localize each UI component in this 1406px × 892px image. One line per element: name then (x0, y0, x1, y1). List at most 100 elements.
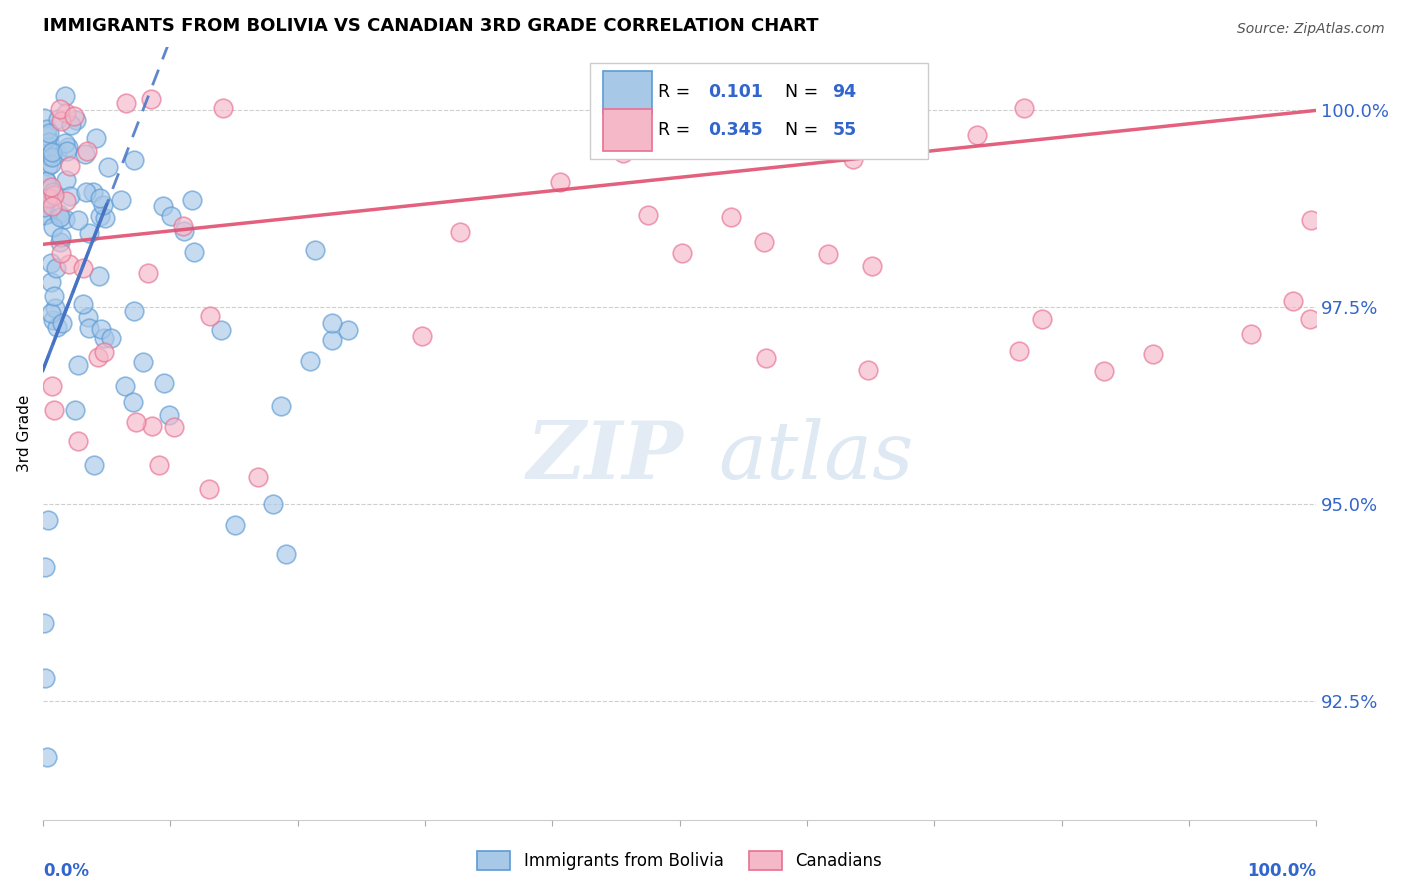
Point (200, 309, 222, 323)
Point (1301, 213, 1323, 227)
Point (38, 181, 60, 195)
Point (152, 199, 174, 213)
Point (1299, 311, 1322, 326)
Point (44, 260, 66, 275)
Point (77, 320, 100, 334)
Point (39, 256, 62, 270)
Point (148, 458, 170, 472)
Point (172, 219, 194, 234)
Text: 0.345: 0.345 (707, 121, 762, 139)
Point (51, 316, 73, 330)
Point (299, 353, 322, 368)
Point (83, 458, 105, 472)
Point (37, 191, 59, 205)
Point (42, 313, 65, 327)
Point (67, 358, 90, 372)
Text: 100.0%: 100.0% (1247, 862, 1316, 880)
Point (856, 363, 879, 377)
Point (48, 207, 70, 221)
Point (159, 209, 181, 223)
Point (720, 211, 742, 225)
Text: 55: 55 (832, 121, 856, 139)
Text: 0.0%: 0.0% (42, 862, 89, 880)
Point (66, 213, 89, 227)
Point (671, 245, 693, 260)
Point (125, 415, 148, 429)
Point (39, 275, 62, 289)
Point (39, 180, 62, 194)
Point (1031, 312, 1053, 326)
Point (35, 174, 58, 188)
Point (41, 199, 63, 213)
Point (1240, 326, 1263, 341)
Point (32, 615, 55, 630)
Point (77, 310, 100, 325)
Point (39, 306, 62, 320)
Point (1014, 101, 1036, 115)
Point (82, 185, 104, 199)
Point (72, 297, 94, 311)
Point (163, 420, 186, 434)
Point (91, 198, 114, 212)
Point (34, 671, 56, 685)
Point (114, 379, 136, 393)
Point (32, 200, 55, 214)
Point (304, 243, 326, 257)
Point (41, 145, 63, 159)
Point (34, 560, 56, 574)
Point (49, 113, 72, 128)
Point (1092, 364, 1115, 378)
Point (270, 399, 292, 413)
Point (41, 379, 63, 393)
Point (97, 160, 120, 174)
Point (76, 145, 98, 159)
Point (122, 153, 145, 167)
Point (59, 189, 82, 203)
Text: atlas: atlas (718, 417, 914, 495)
Point (37, 189, 59, 203)
Point (48, 210, 70, 224)
Point (46, 320, 69, 334)
Point (548, 176, 571, 190)
Point (56, 140, 79, 154)
Point (63, 402, 86, 417)
Legend: Immigrants from Bolivia, Canadians: Immigrants from Bolivia, Canadians (471, 845, 889, 877)
Point (55, 194, 77, 209)
Point (1008, 343, 1031, 358)
Point (34, 174, 56, 188)
Point (89, 191, 111, 205)
Point (38, 126, 60, 140)
Point (87, 350, 110, 364)
Point (53, 136, 76, 151)
Point (115, 96, 138, 111)
Text: Source: ZipAtlas.com: Source: ZipAtlas.com (1237, 22, 1385, 37)
Point (152, 376, 174, 391)
Point (60, 118, 83, 132)
Point (752, 235, 775, 250)
Point (841, 152, 863, 166)
Point (35, 121, 58, 136)
Point (875, 102, 897, 116)
Point (51, 246, 73, 260)
Point (224, 517, 246, 532)
Point (110, 193, 132, 207)
Text: IMMIGRANTS FROM BOLIVIA VS CANADIAN 3RD GRADE CORRELATION CHART: IMMIGRANTS FROM BOLIVIA VS CANADIAN 3RD … (42, 17, 818, 35)
Text: 0.101: 0.101 (707, 83, 762, 101)
Point (38, 135, 60, 149)
Point (274, 547, 297, 561)
Text: ZIP: ZIP (527, 417, 683, 495)
Point (44, 301, 66, 315)
Point (755, 351, 778, 366)
Point (90, 322, 112, 336)
Point (42, 188, 65, 202)
Point (183, 244, 205, 259)
Point (449, 225, 471, 239)
Point (73, 147, 96, 161)
Point (411, 328, 433, 343)
Point (93, 344, 115, 359)
Point (89, 209, 111, 223)
Text: R =: R = (658, 83, 696, 101)
Point (59, 159, 82, 173)
Point (48, 235, 70, 249)
Point (124, 304, 146, 318)
